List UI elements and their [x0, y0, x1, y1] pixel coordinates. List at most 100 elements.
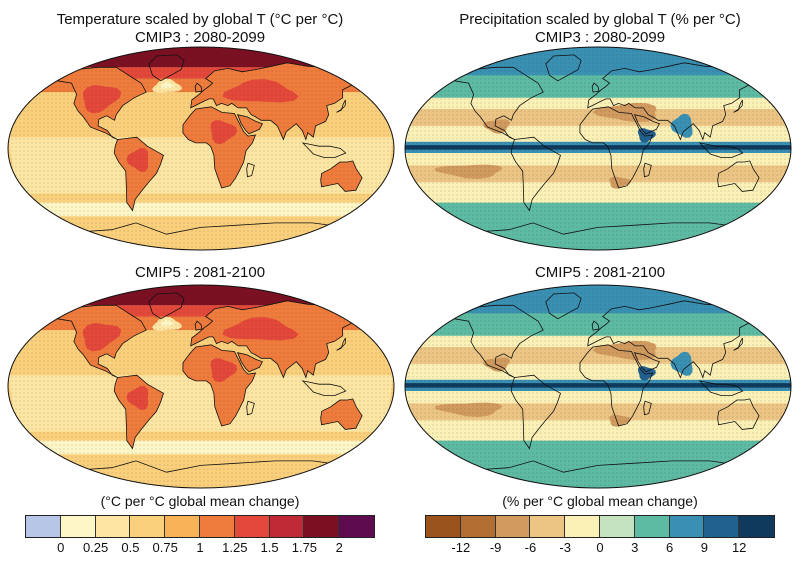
colorbar-swatch: [234, 516, 270, 537]
coastline-southAmerica: [113, 136, 164, 212]
coastline-uk: [194, 320, 203, 331]
colorbar-tick-label: 1.75: [291, 540, 318, 555]
colorbar-boxes: [425, 515, 775, 538]
coastline-greenland: [148, 54, 185, 82]
coastline-greenland: [148, 292, 185, 320]
colorbar-swatch: [165, 516, 200, 537]
colorbar-tick-label: 1.5: [260, 540, 279, 555]
coastline-africa: [182, 106, 257, 189]
colorbar-swatch: [304, 516, 340, 537]
coastline-uk: [591, 320, 600, 331]
map-temp-cmip5-canvas: [7, 284, 395, 489]
coastline-japan: [733, 337, 743, 351]
coastline-arabia: [236, 352, 263, 373]
coastline-uk: [194, 82, 203, 93]
coastline-madagascar: [643, 400, 652, 416]
coastline-southAmerica: [510, 374, 561, 450]
panel-title-line2: CMIP3 : 2080-2099: [534, 29, 666, 46]
coastline-africa: [579, 106, 654, 189]
colorbar-swatch: [95, 516, 131, 537]
colorbar-tick-label: 1: [196, 540, 204, 555]
map-border: [404, 46, 792, 251]
coastline-indonesia: [301, 142, 347, 158]
colorbar-tick-label: 0: [57, 540, 65, 555]
colorbar-swatch: [460, 516, 496, 537]
colorbar-swatch: [199, 516, 235, 537]
coastline-madagascar: [246, 162, 255, 178]
colorbar-swatch: [339, 516, 374, 537]
colorbar-tick-label: 9: [700, 540, 709, 555]
colorbar-swatch: [426, 516, 461, 537]
colorbar-swatch: [130, 516, 166, 537]
colorbar-swatch: [634, 516, 670, 537]
map-temp-cmip3-canvas: [7, 46, 395, 251]
coastline-madagascar: [643, 162, 652, 178]
coastline-arabia: [633, 114, 660, 135]
colorbar-tick-label: 2: [335, 540, 343, 555]
coastline-australia: [717, 398, 760, 430]
colorbar-swatch: [704, 516, 740, 537]
panel-title-line2: CMIP5 : 2081-2100: [534, 264, 666, 281]
colorbar-tick-label: 3: [631, 540, 639, 555]
coastlines: [434, 292, 762, 488]
colorbar-tick-label: 0.75: [152, 540, 178, 555]
panel-title-temp-cmip3: Temperature scaled by global T (°C per °…: [0, 11, 400, 47]
map-field: [8, 285, 394, 488]
panel-title-precip-cmip5: CMIP5 : 2081-2100: [400, 264, 800, 282]
coastline-japan: [336, 99, 346, 113]
coastline-northAmerica: [43, 304, 147, 378]
map-border: [7, 284, 395, 489]
map-temp-cmip3: [7, 46, 395, 251]
colorbar-tick-label: 6: [665, 540, 674, 555]
colorbar-swatch: [565, 516, 600, 537]
coastlines: [434, 54, 762, 250]
colorbar-tick-label: 0: [596, 540, 604, 555]
coastline-southAmerica: [113, 374, 164, 450]
significance-stipple: [405, 285, 791, 488]
coastline-eurasia: [587, 300, 762, 379]
coastline-northAmerica: [440, 304, 544, 378]
coastline-australia: [717, 160, 760, 192]
colorbar-swatch: [269, 516, 305, 537]
coastline-arabia: [633, 352, 660, 373]
map-precip-cmip5-canvas: [404, 284, 792, 489]
colorbar-tick-label: 1.25: [222, 540, 248, 555]
significance-stipple: [8, 285, 394, 488]
colorbar-swatch: [26, 516, 61, 537]
map-field: [405, 285, 791, 488]
map-border: [404, 284, 792, 489]
colorbar-swatch: [60, 516, 96, 537]
coastline-northAmerica: [440, 66, 544, 140]
map-field: [405, 47, 791, 250]
coastline-africa: [182, 344, 257, 427]
colorbar-tick-label: -9: [489, 540, 502, 555]
map-temp-cmip5: [7, 284, 395, 489]
colorbar-tick-label: -12: [451, 540, 471, 555]
coastline-greenland: [545, 292, 582, 320]
coastline-japan: [733, 99, 743, 113]
coastline-australia: [320, 398, 363, 430]
colorbar-swatch: [495, 516, 531, 537]
colorbar-tick-label: -3: [559, 540, 571, 555]
colorbar-title: (°C per °C global mean change): [100, 493, 300, 509]
coastlines: [37, 292, 365, 488]
colorbar-tick-label: 12: [731, 540, 747, 555]
coastline-indonesia: [698, 380, 744, 396]
coastline-northAmerica: [43, 66, 147, 140]
map-precip-cmip3: [404, 46, 792, 251]
colorbar-tick-label: 0.25: [82, 540, 109, 555]
colorbar-temperature: (°C per °C global mean change) 0 0.25 0.5 0…: [25, 493, 375, 559]
colorbar-title: (% per °C global mean change): [502, 493, 698, 509]
significance-stipple: [405, 47, 791, 250]
coastline-eurasia: [190, 62, 365, 141]
panel-title-line2: CMIP5 : 2081-2100: [134, 264, 266, 281]
map-border: [7, 46, 395, 251]
panel-title-precip-cmip3: Precipitation scaled by global T (% per …: [400, 11, 800, 47]
coastline-australia: [320, 160, 363, 192]
map-field: [8, 47, 394, 250]
coastline-greenland: [545, 54, 582, 82]
coastline-indonesia: [301, 380, 347, 396]
colorbar-precipitation: (% per °C global mean change) -12 -9 -6 -3 0…: [425, 493, 775, 559]
coastline-arabia: [236, 114, 263, 135]
colorbar-swatch: [530, 516, 566, 537]
